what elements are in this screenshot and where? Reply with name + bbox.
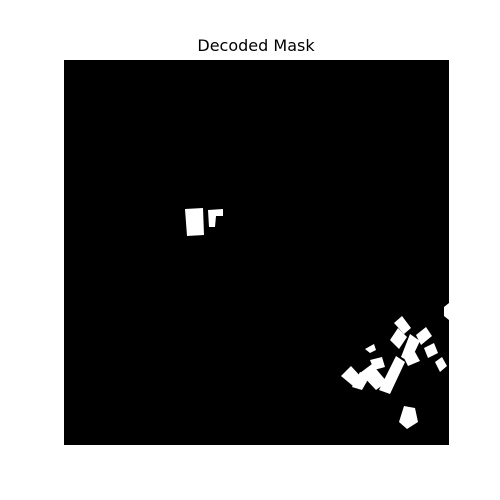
mask-image: [64, 60, 449, 445]
mask-blob: [185, 208, 204, 236]
mask-blob: [208, 209, 223, 227]
mask-blob: [390, 328, 407, 349]
mask-blob: [435, 357, 447, 372]
mask-blob: [416, 327, 432, 345]
mask-blob: [403, 352, 420, 366]
mask-blob: [399, 406, 418, 429]
mask-blob: [379, 356, 405, 394]
mask-canvas: [64, 60, 449, 445]
mask-blob: [444, 303, 449, 320]
mask-blob: [401, 334, 420, 362]
mask-blob: [394, 316, 411, 334]
mask-blob: [424, 343, 438, 358]
mask-blob: [360, 364, 387, 390]
mask-blob: [365, 344, 376, 353]
figure-title: Decoded Mask: [197, 36, 315, 55]
mask-blob: [370, 357, 385, 370]
